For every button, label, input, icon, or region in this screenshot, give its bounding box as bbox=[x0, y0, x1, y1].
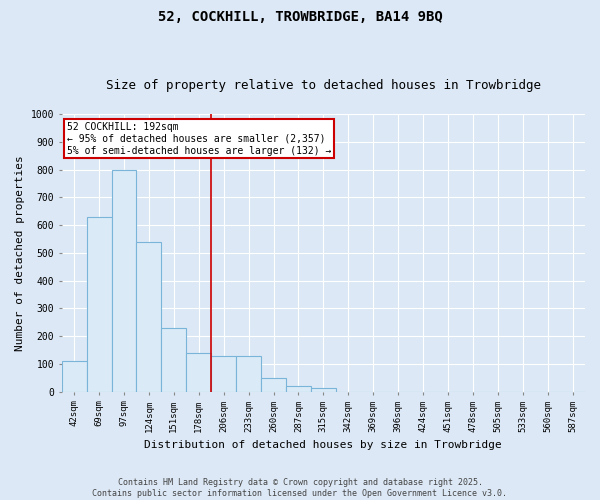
Y-axis label: Number of detached properties: Number of detached properties bbox=[15, 155, 25, 351]
Bar bbox=[236, 356, 261, 392]
Bar bbox=[261, 378, 286, 392]
Bar bbox=[211, 356, 236, 392]
Text: 52 COCKHILL: 192sqm
← 95% of detached houses are smaller (2,357)
5% of semi-deta: 52 COCKHILL: 192sqm ← 95% of detached ho… bbox=[67, 122, 331, 156]
Bar bbox=[112, 170, 136, 392]
Title: Size of property relative to detached houses in Trowbridge: Size of property relative to detached ho… bbox=[106, 79, 541, 92]
Bar bbox=[62, 361, 86, 392]
Bar bbox=[86, 217, 112, 392]
Bar bbox=[286, 386, 311, 392]
Bar bbox=[186, 353, 211, 392]
Bar bbox=[136, 242, 161, 392]
Bar bbox=[161, 328, 186, 392]
Bar bbox=[311, 388, 336, 392]
X-axis label: Distribution of detached houses by size in Trowbridge: Distribution of detached houses by size … bbox=[145, 440, 502, 450]
Text: Contains HM Land Registry data © Crown copyright and database right 2025.
Contai: Contains HM Land Registry data © Crown c… bbox=[92, 478, 508, 498]
Text: 52, COCKHILL, TROWBRIDGE, BA14 9BQ: 52, COCKHILL, TROWBRIDGE, BA14 9BQ bbox=[158, 10, 442, 24]
